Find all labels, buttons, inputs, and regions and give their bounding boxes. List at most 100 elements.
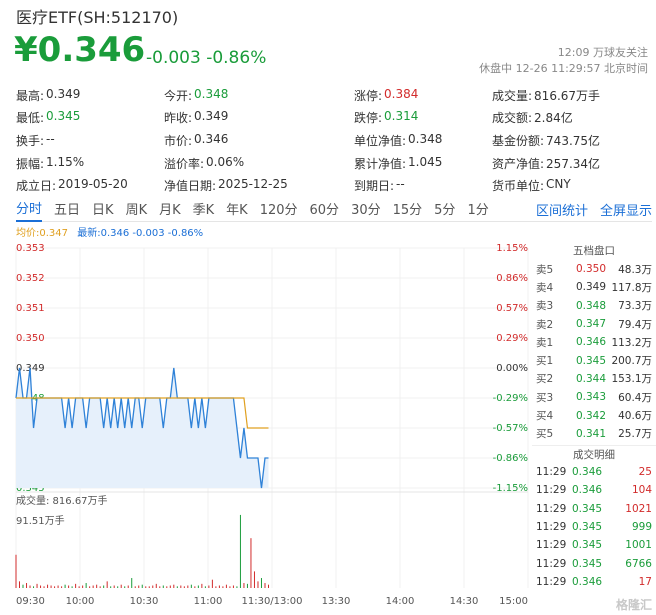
buy-level: 买5 0.341 25.7万 <box>532 425 656 443</box>
pct-tick-label: -0.29% <box>493 393 528 404</box>
stat-row: 最低: 0.345 昨收: 0.349 跌停: 0.314 成交额: 2.84亿 <box>16 107 656 130</box>
tab-12[interactable]: 1分 <box>467 202 489 218</box>
tab-9[interactable]: 30分 <box>351 202 381 218</box>
stat-cell: 最高: 0.349 <box>16 87 164 104</box>
tab-2[interactable]: 日K <box>92 202 114 218</box>
stat-value: 0.346 <box>194 131 229 146</box>
deal-vol: 104 <box>631 484 652 497</box>
deal-price: 0.346 <box>572 484 603 497</box>
avg-price-value: 0.347 <box>39 228 69 239</box>
stat-label: 昨收: <box>164 111 193 126</box>
deal-row: 11:29 0.345 1021 <box>532 500 656 518</box>
order-label: 卖4 <box>536 281 554 294</box>
stat-value: 1.15% <box>46 154 85 169</box>
order-vol: 60.4万 <box>618 391 652 404</box>
time-tick-label: 15:00 <box>499 596 528 607</box>
tab-5[interactable]: 季K <box>192 202 215 218</box>
price-tick-label: 0.352 <box>16 273 45 284</box>
tab-0[interactable]: 分时 <box>16 198 43 222</box>
order-price: 0.347 <box>575 318 606 331</box>
deal-time: 11:29 <box>536 557 567 570</box>
order-vol: 40.6万 <box>618 410 652 423</box>
order-label: 卖5 <box>536 263 554 276</box>
deal-price: 0.346 <box>572 575 603 588</box>
stat-label: 累计净值: <box>354 156 407 171</box>
order-book: 五档盘口 卖5 0.350 48.3万 卖4 0.349 117.8万 卖3 0.348 73.… <box>532 242 656 591</box>
time-tick-label: 11:30/13:00 <box>241 596 302 607</box>
stat-label: 成交量: <box>492 88 533 103</box>
deal-vol: 6766 <box>625 557 652 570</box>
order-price: 0.348 <box>575 299 606 312</box>
tab-1[interactable]: 五日 <box>54 202 81 218</box>
stat-cell: 累计净值: 1.045 <box>354 155 492 172</box>
deal-time: 11:29 <box>536 539 567 552</box>
deal-row: 11:29 0.345 6766 <box>532 554 656 572</box>
order-vol: 25.7万 <box>618 428 652 441</box>
latest-value: 0.346 -0.003 -0.86% <box>100 228 204 239</box>
order-vol: 79.4万 <box>618 318 652 331</box>
order-book-title: 五档盘口 <box>573 245 615 257</box>
stat-label: 最低: <box>16 111 45 126</box>
order-label: 卖3 <box>536 300 554 313</box>
fullscreen-link[interactable]: 全屏显示 <box>599 204 652 219</box>
deal-price: 0.345 <box>572 557 603 570</box>
sell-level: 卖2 0.347 79.4万 <box>532 315 656 333</box>
price-tick-label: 0.350 <box>16 333 45 344</box>
deal-vol: 25 <box>638 466 652 479</box>
latest-label: 最新: <box>77 228 101 239</box>
pct-tick-label: -1.15% <box>493 483 528 494</box>
price-tick-label: 0.345 <box>16 483 45 494</box>
deal-time: 11:29 <box>536 575 567 588</box>
stat-label: 成交额: <box>492 111 533 126</box>
tab-3[interactable]: 周K <box>125 202 148 218</box>
stat-cell: 成交额: 2.84亿 <box>492 109 652 126</box>
stat-label: 今开: <box>164 88 193 103</box>
tab-4[interactable]: 月K <box>159 202 181 218</box>
stat-label: 净值日期: <box>164 179 217 194</box>
stat-label: 货币单位: <box>492 179 545 194</box>
order-vol: 200.7万 <box>611 355 652 368</box>
order-label: 买5 <box>536 428 554 441</box>
stat-cell: 基金份额: 743.75亿 <box>492 132 652 149</box>
intraday-chart[interactable]: 0.353 1.15% 0.352 0.86% 0.351 0.57% 0.350 0.29%… <box>0 236 532 615</box>
time-tick-label: 14:00 <box>386 596 415 607</box>
stat-label: 振幅: <box>16 156 45 171</box>
tabs-right: 区间统计 全屏显示 <box>524 200 652 219</box>
stat-value: 2019-05-20 <box>58 177 128 192</box>
order-label: 买3 <box>536 391 554 404</box>
stat-cell: 溢价率: 0.06% <box>164 155 354 172</box>
deal-price: 0.345 <box>572 539 603 552</box>
stat-label: 市价: <box>164 133 193 148</box>
stat-label: 基金份额: <box>492 133 545 148</box>
chart-legend: 均价:0.347 最新:0.346 -0.003 -0.86% <box>16 224 203 239</box>
tab-7[interactable]: 120分 <box>259 202 298 218</box>
stat-value: -- <box>396 177 405 192</box>
deal-row: 11:29 0.346 25 <box>532 463 656 481</box>
stat-label: 单位净值: <box>354 133 407 148</box>
order-price: 0.350 <box>575 263 606 276</box>
order-vol: 113.2万 <box>611 336 652 349</box>
tab-11[interactable]: 5分 <box>434 202 456 218</box>
order-price: 0.345 <box>575 354 606 367</box>
pct-tick-label: 0.29% <box>496 333 528 344</box>
order-vol: 48.3万 <box>618 263 652 276</box>
tab-8[interactable]: 60分 <box>309 202 340 218</box>
time-tick-label: 14:30 <box>450 596 479 607</box>
order-vol: 73.3万 <box>618 300 652 313</box>
stat-label: 溢价率: <box>164 156 205 171</box>
stat-row: 振幅: 1.15% 溢价率: 0.06% 累计净值: 1.045 资产净值: 257.34亿 <box>16 152 656 175</box>
chart-tabs: 分时 五日 日K 周K 月K 季K 年K 120分 60分 30分 15分 5分 1分 区间统计 全屏显示 <box>16 198 652 222</box>
tab-10[interactable]: 15分 <box>392 202 423 218</box>
pct-tick-label: 0.57% <box>496 303 528 314</box>
deal-price: 0.345 <box>572 502 603 515</box>
stat-cell: 资产净值: 257.34亿 <box>492 155 652 172</box>
stat-value: CNY <box>546 177 571 192</box>
volume-max-label: 91.51万手 <box>16 514 65 527</box>
deal-price: 0.346 <box>572 466 603 479</box>
time-tick-label: 10:00 <box>66 596 95 607</box>
tab-6[interactable]: 年K <box>226 202 248 218</box>
pct-tick-label: -0.57% <box>493 423 528 434</box>
range-stats-link[interactable]: 区间统计 <box>535 204 588 219</box>
deal-vol: 999 <box>631 521 652 533</box>
stat-cell: 跌停: 0.314 <box>354 109 492 126</box>
